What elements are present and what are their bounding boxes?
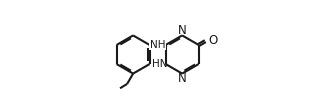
Text: N: N: [178, 24, 187, 37]
Text: HN: HN: [152, 59, 168, 69]
Text: N: N: [178, 72, 187, 85]
Text: NH: NH: [150, 40, 165, 50]
Text: O: O: [208, 34, 217, 47]
